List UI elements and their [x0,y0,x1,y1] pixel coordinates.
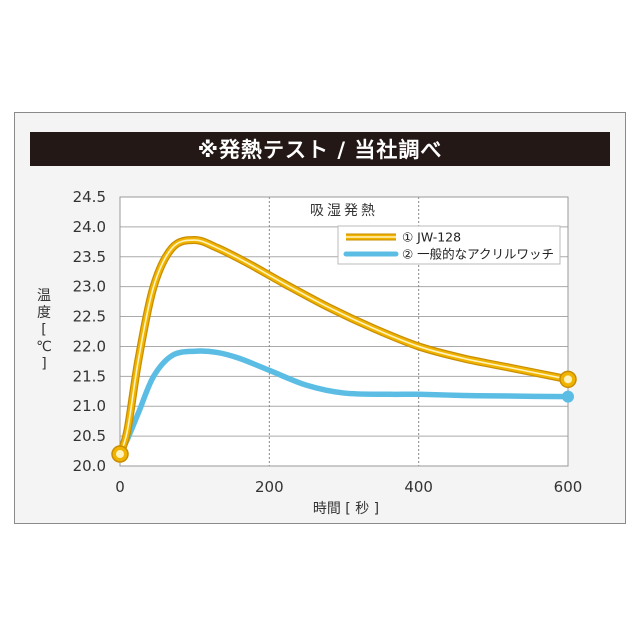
series-endpoint-center [116,450,124,459]
annotation-label: 吸湿発熱 [310,203,378,219]
y-axis-label: 温度[℃] [36,288,52,372]
y-tick-labels: 20.0 20.5 21.0 21.5 22.0 22.5 23.0 23.5 24.0 24.5 [73,188,106,475]
y-tick-label: 22.5 [73,308,106,326]
x-axis-label: 時間 [ 秒 ] [313,501,379,517]
x-tick-label: 200 [255,478,284,496]
series-endpoint-center [564,375,572,384]
y-tick-label: 23.0 [73,278,106,296]
banner-title: ※発熱テスト / 当社調べ [197,138,443,162]
series-2 [117,348,574,457]
legend-box [337,225,561,265]
x-tick-label: 600 [554,478,583,496]
y-tick-label: 21.0 [73,397,106,415]
legend: ① JW-128 ② 一般的なアクリルワッチ [337,225,561,265]
y-tick-label: 22.0 [73,337,106,355]
series-line [117,348,571,457]
x-tick-label: 0 [115,478,125,496]
plot-frame [119,196,569,467]
y-tick-label: 20.5 [73,427,106,445]
legend-label: ② 一般的なアクリルワッチ [402,247,554,262]
y-axis-label-text: 温度[℃] [36,288,52,372]
legend-label: ① JW-128 [402,230,461,245]
series-endpoint [562,390,574,403]
x-tick-label: 400 [404,478,433,496]
y-tick-label: 24.5 [73,188,106,206]
series-layer [111,236,577,463]
series-1 [111,236,577,463]
y-tick-label: 23.5 [73,248,106,266]
series-line-highlight [119,239,569,455]
x-tick-labels: 0 200 400 600 [115,478,582,496]
y-tick-label: 24.0 [73,218,106,236]
y-tick-label: 20.0 [73,457,106,475]
y-tick-label: 21.5 [73,367,106,385]
chart-banner: ※発熱テスト / 当社調べ [30,132,610,166]
